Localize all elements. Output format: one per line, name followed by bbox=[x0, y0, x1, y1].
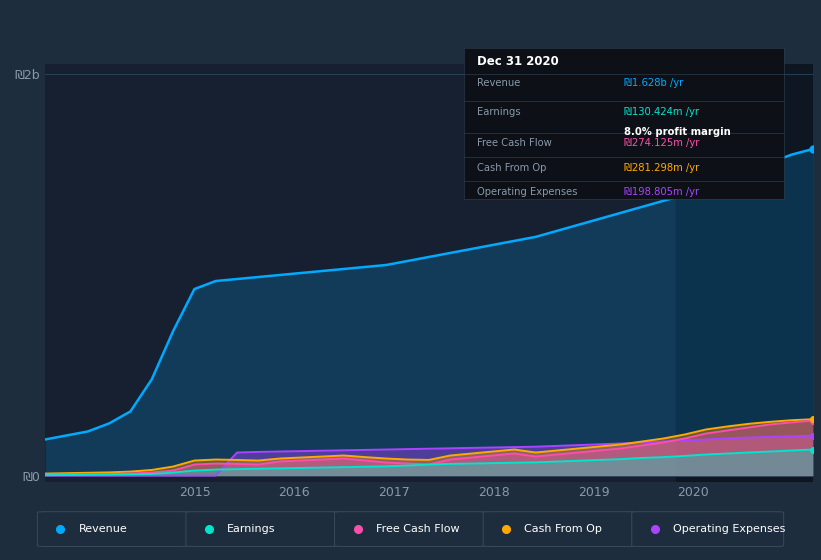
Text: Cash From Op: Cash From Op bbox=[525, 524, 602, 534]
Text: Dec 31 2020: Dec 31 2020 bbox=[477, 55, 558, 68]
Text: Revenue: Revenue bbox=[477, 78, 520, 88]
Bar bbox=[677, 64, 813, 482]
Text: Earnings: Earnings bbox=[227, 524, 276, 534]
Text: Cash From Op: Cash From Op bbox=[477, 162, 546, 172]
FancyBboxPatch shape bbox=[483, 512, 635, 547]
Text: Free Cash Flow: Free Cash Flow bbox=[376, 524, 459, 534]
Text: Operating Expenses: Operating Expenses bbox=[673, 524, 785, 534]
FancyBboxPatch shape bbox=[186, 512, 338, 547]
Text: Free Cash Flow: Free Cash Flow bbox=[477, 138, 552, 148]
FancyBboxPatch shape bbox=[632, 512, 783, 547]
Text: ₪130.424m /yr: ₪130.424m /yr bbox=[624, 106, 699, 116]
Text: Earnings: Earnings bbox=[477, 106, 521, 116]
FancyBboxPatch shape bbox=[335, 512, 487, 547]
FancyBboxPatch shape bbox=[38, 512, 189, 547]
Text: ₪281.298m /yr: ₪281.298m /yr bbox=[624, 162, 699, 172]
Text: Operating Expenses: Operating Expenses bbox=[477, 186, 577, 197]
Text: Revenue: Revenue bbox=[79, 524, 127, 534]
Text: 8.0% profit margin: 8.0% profit margin bbox=[624, 127, 731, 137]
Text: ₪198.805m /yr: ₪198.805m /yr bbox=[624, 186, 699, 197]
Text: ₪274.125m /yr: ₪274.125m /yr bbox=[624, 138, 699, 148]
Text: ₪1.628b /yr: ₪1.628b /yr bbox=[624, 78, 683, 88]
